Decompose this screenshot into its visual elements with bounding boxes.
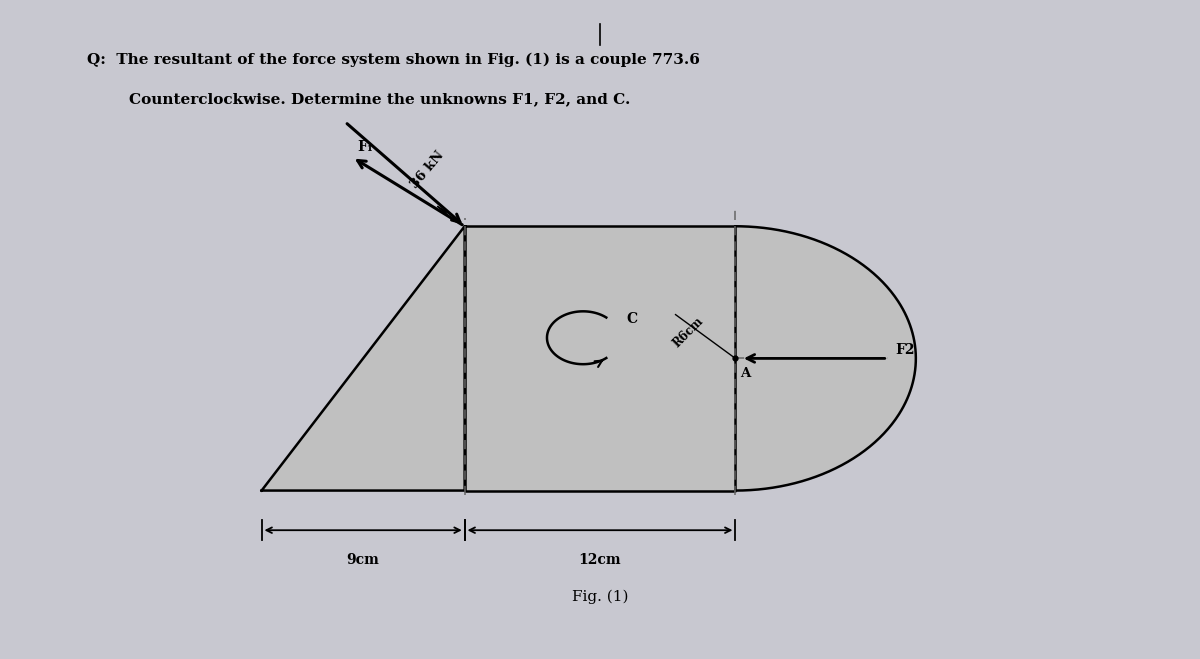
Text: R6cm: R6cm <box>671 314 707 350</box>
Text: Q:  The resultant of the force system shown in Fig. (1) is a couple 773.6: Q: The resultant of the force system sho… <box>86 53 700 67</box>
Text: A: A <box>740 366 750 380</box>
Text: Fig. (1): Fig. (1) <box>571 590 629 604</box>
Text: F₁: F₁ <box>356 140 373 154</box>
Text: 9cm: 9cm <box>347 554 379 567</box>
Polygon shape <box>736 226 916 490</box>
Polygon shape <box>262 226 464 490</box>
Text: 12cm: 12cm <box>578 554 622 567</box>
Text: F2: F2 <box>895 343 916 357</box>
Text: 36 kN: 36 kN <box>408 149 446 191</box>
Polygon shape <box>464 226 736 490</box>
Text: C: C <box>626 312 637 326</box>
Text: Counterclockwise. Determine the unknowns F1, F2, and C.: Counterclockwise. Determine the unknowns… <box>86 92 630 107</box>
